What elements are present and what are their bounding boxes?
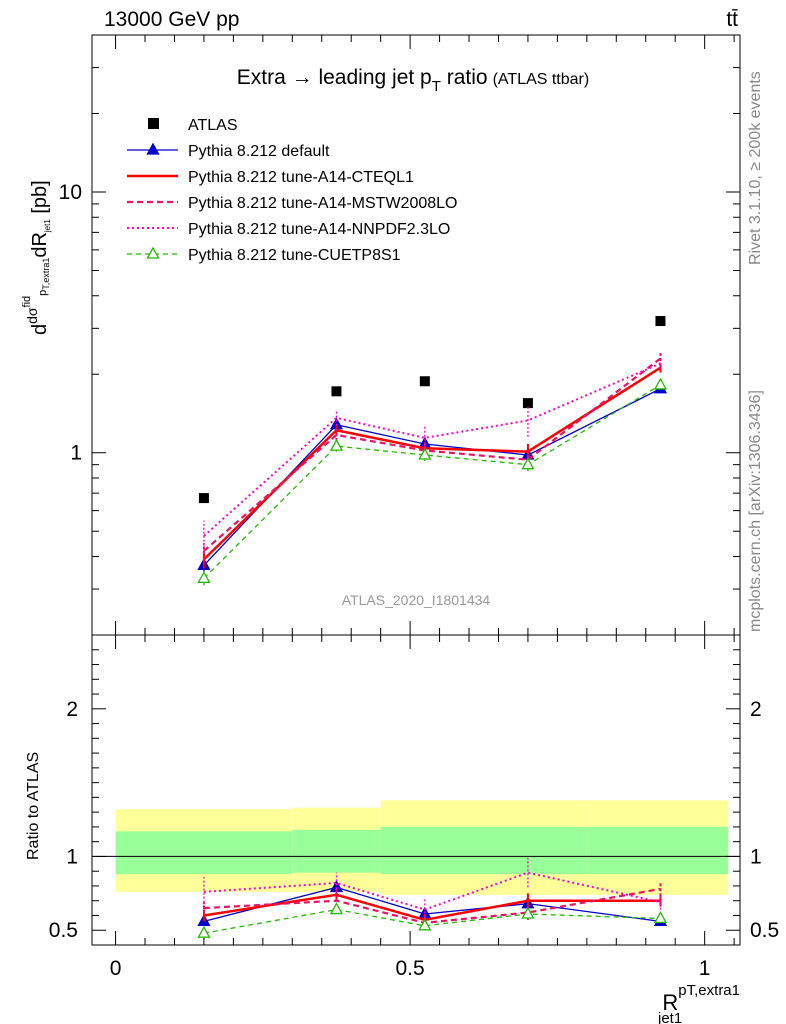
uncertainty-band-inner (380, 826, 587, 875)
legend-pythia-8-212-default: Pythia 8.212 default (127, 142, 330, 160)
main-pythia-8-212-tune-cuetp8s1-series (197, 377, 668, 586)
legend-pythia-8-212-tune-cuetp8s1-label: Pythia 8.212 tune-CUETP8S1 (188, 247, 401, 264)
uncertainty-band-inner (292, 829, 381, 873)
energy-label: 13000 GeV pp (104, 8, 239, 31)
main-pythia-8-212-tune-cuetp8s1-point (197, 570, 211, 583)
legend: ATLAS Pythia 8.212 default Pythia 8.212 tu… (127, 117, 457, 264)
uncertainty-band-inner (586, 826, 729, 875)
ratio-pythia-8-212-tune-cuetp8s1-series (197, 902, 668, 940)
main-atlas-point (331, 386, 342, 397)
ratio-y-tick-label-right: 1 (750, 845, 762, 868)
legend-pythia-8-212-default-marker (146, 142, 160, 155)
legend-atlas-marker (148, 118, 159, 129)
legend-atlas: ATLAS (148, 117, 238, 134)
main-pythia-8-212-tune-cuetp8s1-point (653, 377, 668, 390)
main-pythia-8-212-default-line (203, 388, 661, 566)
legend-pythia-8-212-tune-a14-mstw2008lo-label: Pythia 8.212 tune-A14-MSTW2008LO (188, 195, 457, 212)
x-tick-label: 1 (699, 957, 711, 980)
legend-pythia-8-212-default-label: Pythia 8.212 default (188, 143, 330, 160)
legend-pythia-8-212-tune-a14-mstw2008lo: Pythia 8.212 tune-A14-MSTW2008LO (127, 195, 457, 212)
legend-pythia-8-212-tune-a14-nnpdf2-3lo-label: Pythia 8.212 tune-A14-NNPDF2.3LO (188, 221, 450, 238)
ratio-pythia-8-212-tune-cuetp8s1-point (418, 918, 432, 931)
main-pythia-8-212-tune-a14-cteql1-line (203, 366, 662, 561)
x-tick-label: 0.5 (396, 957, 425, 980)
rivet-version-label: Rivet 3.1.10, ≥ 200k events (747, 71, 764, 265)
main-pythia-8-212-tune-cuetp8s1-line (203, 384, 661, 579)
mcplots-label: mcplots.cern.ch [arXiv:1306.3436] (747, 390, 764, 632)
ratio-pythia-8-212-tune-a14-nnpdf2-3lo-line (203, 871, 661, 911)
ratio-plot-frame (91, 634, 741, 946)
ratio-pythia-8-212-tune-cuetp8s1-point (197, 925, 211, 938)
main-pythia-8-212-tune-cuetp8s1-point (418, 447, 432, 460)
main-y-tick-label: 10 (59, 181, 82, 204)
ratio-y-tick-label-right: 0.5 (750, 919, 779, 942)
legend-pythia-8-212-tune-cuetp8s1: Pythia 8.212 tune-CUETP8S1 (127, 246, 401, 264)
legend-pythia-8-212-tune-a14-cteql1: Pythia 8.212 tune-A14-CTEQL1 (127, 169, 414, 186)
main-pythia-8-212-tune-a14-mstw2008lo-line (203, 357, 662, 552)
ratio-pythia-8-212-tune-a14-nnpdf2-3lo-series (203, 857, 662, 922)
main-atlas-series (198, 316, 666, 504)
ratio-y-tick-label-right: 2 (750, 698, 762, 721)
main-y-axis-label: ddσfidpT,extra1dRjet1 [pb] (21, 180, 52, 335)
x-tick-label: 0 (110, 957, 122, 980)
ratio-plot-panel: 0.5 0.5 1 1 2 2 0 0.5 1 Ratio to ATLAS RpT,extra… (25, 634, 779, 1024)
main-atlas-point (655, 316, 666, 327)
uncertainty-band-inner (115, 831, 293, 875)
ratio-pythia-8-212-tune-a14-cteql1-line (203, 893, 661, 922)
ratio-y-axis-label: Ratio to ATLAS (25, 752, 42, 860)
x-axis-label: RpT,extra1 jet1 (657, 982, 740, 1024)
main-plot-panel: 1 10 Extra → leading jet pT ratio (ATLAS t… (21, 34, 741, 636)
legend-pythia-8-212-tune-a14-cteql1-label: Pythia 8.212 tune-A14-CTEQL1 (188, 169, 414, 186)
main-plot-title: Extra → leading jet pT ratio (ATLAS ttbar… (237, 66, 589, 95)
process-label: tt̄ (726, 8, 738, 31)
ratio-pythia-8-212-tune-cuetp8s1-point (521, 906, 535, 919)
legend-pythia-8-212-tune-a14-nnpdf2-3lo: Pythia 8.212 tune-A14-NNPDF2.3LO (127, 221, 450, 238)
main-atlas-point (419, 376, 430, 387)
ratio-y-tick-label: 2 (66, 698, 78, 721)
ratio-pythia-8-212-tune-cuetp8s1-point (329, 902, 344, 915)
legend-atlas-label: ATLAS (188, 117, 238, 134)
main-pythia-8-212-tune-cuetp8s1-point (329, 438, 344, 451)
main-atlas-point (522, 398, 533, 409)
analysis-watermark: ATLAS_2020_I1801434 (342, 592, 491, 608)
ratio-y-tick-label: 1 (66, 845, 78, 868)
ratio-y-tick-label: 0.5 (49, 919, 78, 942)
main-pythia-8-212-tune-cuetp8s1-point (521, 457, 535, 470)
main-pythia-8-212-tune-a14-nnpdf2-3lo-line (203, 362, 661, 537)
ratio-pythia-8-212-tune-cuetp8s1-line (203, 908, 661, 934)
legend-pythia-8-212-tune-cuetp8s1-marker (146, 246, 160, 259)
main-pythia-8-212-default-series (197, 381, 668, 572)
ratio-pythia-8-212-tune-cuetp8s1-point (653, 911, 668, 924)
main-atlas-point (198, 493, 209, 504)
main-y-tick-label: 1 (70, 442, 82, 465)
